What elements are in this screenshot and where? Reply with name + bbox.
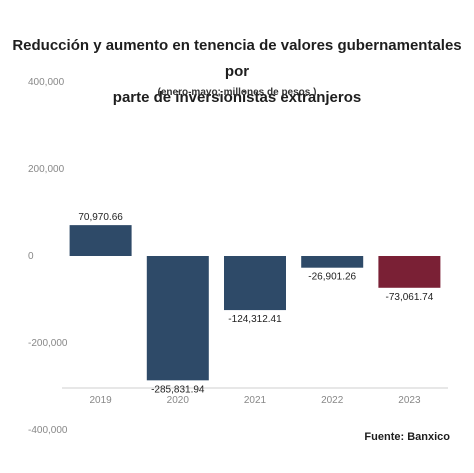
bar-2021: [224, 256, 286, 311]
chart-subtitle: (enero-mayo; millones de pesos ): [157, 87, 317, 98]
x-tick-label-2022: 2022: [321, 395, 344, 406]
data-label-2022: -26,901.26: [308, 272, 356, 283]
y-tick-label: 200,000: [28, 164, 65, 175]
bar-2019: [69, 225, 132, 256]
x-tick-label-2019: 2019: [89, 395, 112, 406]
chart-title-line-2: parte de inversionistas extranjeros: [112, 89, 362, 106]
bar-2020: [146, 256, 209, 381]
y-tick-label: -200,000: [28, 338, 68, 349]
chart-title-line-1: Reducción y aumento en tenencia de valor…: [12, 37, 462, 80]
x-tick-label-2023: 2023: [398, 395, 421, 406]
source-note: Fuente: Banxico: [364, 431, 450, 443]
x-tick-label-2020: 2020: [167, 395, 190, 406]
bar-2023: [378, 256, 441, 288]
y-tick-label: -400,000: [28, 425, 68, 436]
y-tick-label: 400,000: [28, 77, 65, 88]
chart-title: Reducción y aumento en tenencia de valor…: [0, 33, 474, 111]
data-label-2023: -73,061.74: [385, 292, 433, 303]
x-tick-label-2021: 2021: [244, 395, 267, 406]
data-label-2021: -124,312.41: [228, 314, 282, 325]
data-label-2019: 70,970.66: [78, 212, 123, 223]
data-label-2020: -285,831.94: [151, 384, 205, 395]
y-tick-label: 0: [28, 251, 34, 262]
bar-2022: [301, 256, 364, 268]
